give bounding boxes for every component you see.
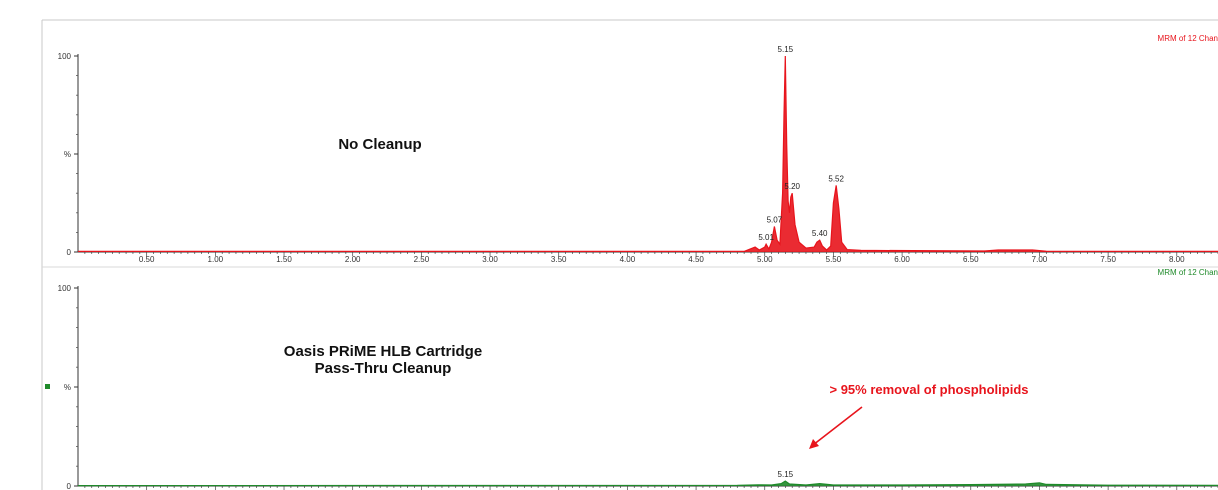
x-tick-label: 5.50 [826, 255, 842, 264]
chart-panel-no-cleanup: MRM of 12 Chan No Cleanup 0% 100 0.50 1.00 1… [58, 34, 1218, 264]
x-tick-label: 6.50 [963, 255, 979, 264]
peak-label: 5.15 [778, 45, 794, 54]
peak-label: 5.20 [784, 182, 800, 191]
chart-panel-prime-hlb: MRM of 12 Chan Oasis PRiME HLB Cartridge… [58, 268, 1218, 490]
peak-label: 5.07 [767, 216, 783, 225]
x-tick-label: 0.50 [139, 255, 155, 264]
y-tick-label: 0 [67, 248, 72, 257]
y-tick-label: 0 [67, 482, 72, 490]
panel-marker [45, 384, 50, 389]
x-tick-label: 7.50 [1100, 255, 1116, 264]
x-tick-label: 2.00 [345, 255, 361, 264]
x-tick-label: 1.50 [276, 255, 292, 264]
x-tick-label: 2.50 [414, 255, 430, 264]
series-line [78, 55, 1218, 252]
peak-label: 5.15 [778, 470, 794, 479]
x-tick-label: 6.00 [894, 255, 910, 264]
annotation-text: > 95% removal of phospholipids [829, 382, 1028, 397]
y-tick-label: % [64, 383, 71, 392]
x-tick-label: 5.00 [757, 255, 773, 264]
x-tick-label: 8.00 [1169, 255, 1185, 264]
peak-label: 5.01 [758, 233, 774, 242]
series-line [77, 480, 1218, 487]
annotation-arrowhead [809, 439, 819, 449]
x-tick-label: 4.00 [620, 255, 636, 264]
annotation-arrow [812, 406, 863, 446]
peak-label: 5.40 [812, 229, 828, 238]
y-tick-label: 100 [58, 284, 72, 293]
x-tick-label: 7.00 [1032, 255, 1048, 264]
chart-header: MRM of 12 Chan [1158, 268, 1218, 277]
x-tick-label: 1.00 [208, 255, 224, 264]
x-tick-label: 3.50 [551, 255, 567, 264]
x-tick-label: 3.00 [482, 255, 498, 264]
peak-label: 5.52 [828, 174, 844, 183]
y-tick-label: 100 [58, 52, 72, 61]
chart-title: No Cleanup [338, 136, 421, 153]
y-tick-label: % [64, 150, 71, 159]
series-area [78, 56, 1218, 252]
x-tick-label: 4.50 [688, 255, 704, 264]
chart-header: MRM of 12 Chan [1158, 34, 1218, 43]
chart-title: Oasis PRiME HLB Cartridge Pass-Thru Clean… [284, 343, 482, 377]
